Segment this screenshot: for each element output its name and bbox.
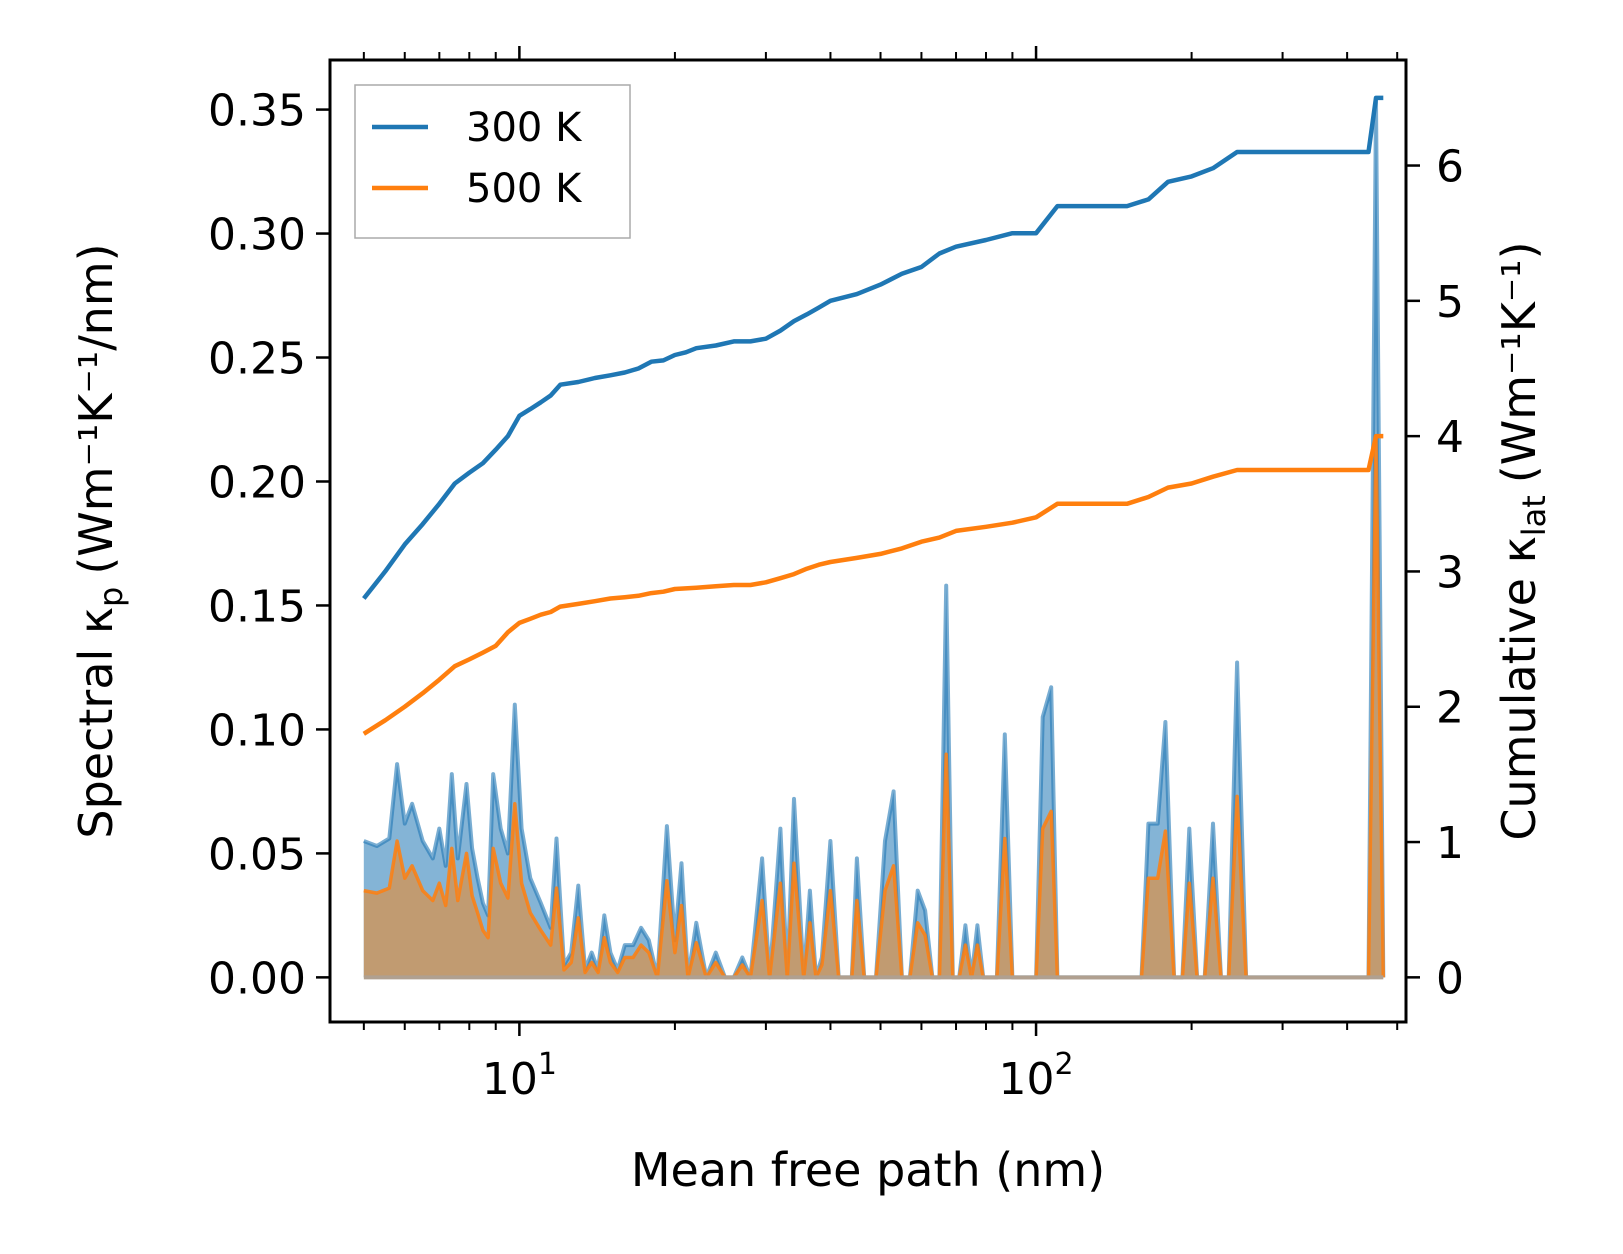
y-left-tick-label: 0.30 [208, 210, 306, 261]
y-axis-right-label: Cumulative κlat (Wm⁻¹K⁻¹) [1492, 241, 1553, 840]
y-left-label-units: (Wm⁻¹K⁻¹/nm) [69, 243, 123, 574]
y-right-label-main: Cumulative κ [1492, 536, 1546, 840]
spectral-area-500 [363, 436, 1384, 978]
legend-label-300: 300 K [466, 105, 583, 151]
y-left-tick-label: 0.35 [208, 86, 306, 137]
y-right-tick-label: 2 [1436, 683, 1464, 734]
x-tick-label: 101 [482, 1047, 557, 1105]
cumulative-line-300 [362, 95, 1384, 600]
y-right-tick-label: 5 [1436, 277, 1464, 328]
legend: 300 K 500 K [354, 84, 631, 239]
x-tick-label-base: 10 [482, 1054, 538, 1105]
legend-box [354, 84, 631, 239]
y-axis-left-label: Spectral κp (Wm⁻¹K⁻¹/nm) [69, 243, 130, 838]
x-tick-label-exponent: 2 [1055, 1047, 1074, 1082]
y-left-tick-label: 0.05 [208, 829, 306, 880]
y-left-tick-label: 0.15 [208, 581, 306, 632]
y-left-tick-label: 0.00 [208, 953, 306, 1004]
y-left-tick-label: 0.10 [208, 705, 306, 756]
x-tick-label: 102 [999, 1047, 1074, 1105]
y-left-tick-label: 0.25 [208, 334, 306, 385]
y-right-label-sub: lat [1515, 495, 1553, 536]
x-tick-label-base: 10 [999, 1054, 1055, 1105]
plot-frame [328, 58, 1408, 1024]
cumulative-line-500 [362, 433, 1384, 736]
y-right-tick-label: 3 [1436, 547, 1464, 598]
y-right-tick-label: 4 [1436, 412, 1464, 463]
spectral-layer [363, 100, 1386, 980]
y-right-tick-label: 0 [1436, 953, 1464, 1004]
y-left-label-sub: p [92, 587, 130, 607]
y-left-label-main: Spectral κ [69, 607, 123, 839]
y-right-tick-label: 6 [1436, 142, 1464, 193]
legend-label-500: 500 K [466, 166, 583, 212]
y-left-tick-label: 0.20 [208, 457, 306, 508]
y-right-tick-label: 1 [1436, 818, 1464, 869]
x-tick-label-exponent: 1 [538, 1047, 557, 1082]
cumulative-layer [362, 95, 1384, 736]
y-right-label-units: (Wm⁻¹K⁻¹) [1492, 241, 1546, 483]
tick-layer: 0.00 0.05 0.10 0.15 0.20 0.25 0.30 0.35 0 1 2 3 4 5 6 1… [208, 46, 1464, 1105]
x-axis-label: Mean free path (nm) [631, 1143, 1105, 1197]
